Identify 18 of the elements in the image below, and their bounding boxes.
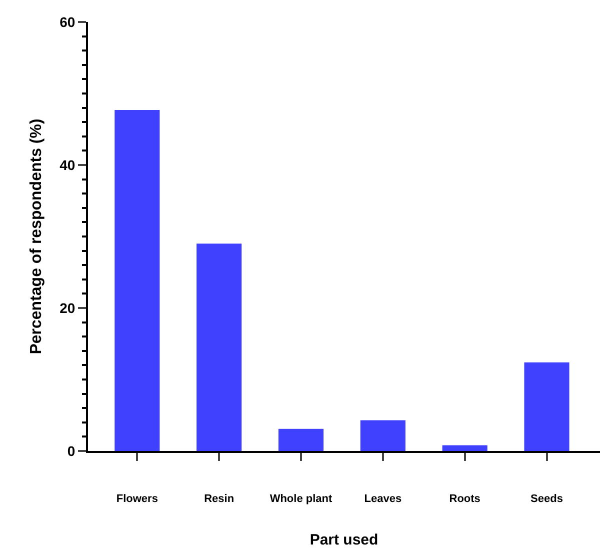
bar [196,244,242,451]
y-tick-label: 0 [67,442,76,459]
y-tick-label: 20 [60,300,76,316]
x-tick-label: Whole plant [270,493,332,506]
bar [360,420,406,451]
y-tick-label: 60 [60,14,76,30]
x-tick-label: Seeds [530,493,563,506]
y-tick-label: 40 [60,156,76,173]
x-tick-label: Leaves [364,493,402,506]
x-axis-title: Part used [310,532,378,549]
bar [442,445,488,451]
bar [114,110,160,451]
bar [278,428,324,451]
bar [524,362,570,451]
x-tick-label: Flowers [116,493,158,506]
x-tick-label: Roots [449,493,480,506]
x-tick-label: Resin [204,493,234,506]
y-axis-title: Percentage of respondents (%) [28,118,46,354]
